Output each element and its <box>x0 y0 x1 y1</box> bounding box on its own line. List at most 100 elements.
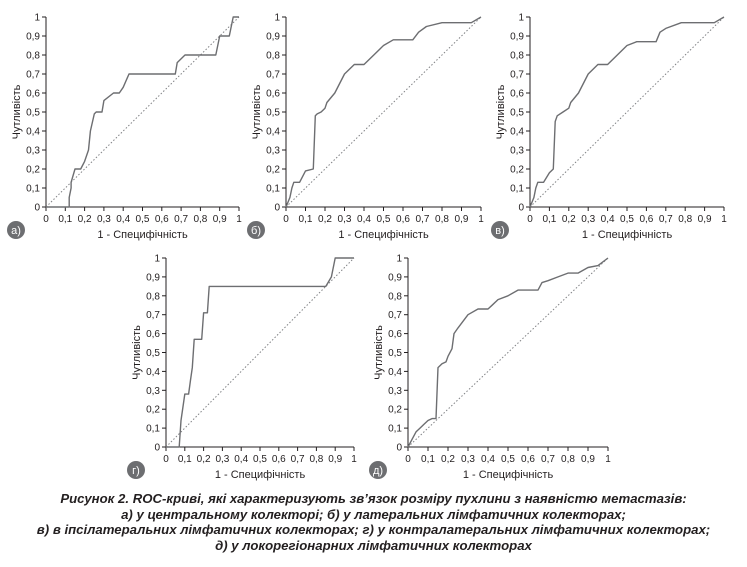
reference-diagonal-line <box>165 257 355 448</box>
y-axis-title: Чутливість <box>131 325 143 380</box>
x-axis-title: 1 - Специфічність <box>582 229 673 241</box>
x-tick-label: 0,5 <box>620 214 634 225</box>
y-tick-label: 0,2 <box>146 405 160 416</box>
y-tick-label: 0,7 <box>146 310 160 321</box>
panel-label-badge <box>369 461 387 479</box>
roc-panel-3: 0 0,1 0,2 0,3 0,4 0,5 0,6 0,7 0,8 0,9 1 0 0,1 0,2 0,3 0… <box>491 13 727 241</box>
panel-label-text: в) <box>495 225 505 237</box>
roc-curve-line <box>166 257 354 448</box>
y-tick-label: 0,1 <box>388 424 402 435</box>
y-tick-label: 0,8 <box>146 291 160 302</box>
y-tick-label: 0,3 <box>26 146 40 157</box>
y-tick-label: 0,3 <box>388 386 402 397</box>
y-tick-label: 0,2 <box>26 165 40 176</box>
x-tick-label: 0,8 <box>435 214 449 225</box>
x-tick-label: 0,7 <box>174 214 188 225</box>
y-tick-label: 0,6 <box>146 329 160 340</box>
y-tick-label: 0,4 <box>388 367 402 378</box>
y-tick-label: 0,9 <box>388 272 402 283</box>
caption-line-3: в) в іпсілатеральних лімфатичних колекто… <box>36 522 711 538</box>
y-tick-label: 1 <box>274 13 280 24</box>
x-tick-label: 0,6 <box>272 454 286 465</box>
y-tick-label: 0,8 <box>388 291 402 302</box>
x-tick-label: 0,3 <box>97 214 111 225</box>
x-tick-label: 0,8 <box>193 214 207 225</box>
x-tick-label: 0,1 <box>299 214 313 225</box>
x-axis-title: 1 - Специфічність <box>463 469 554 481</box>
y-tick-label: 0,1 <box>510 184 524 195</box>
y-tick-label: 1 <box>34 13 40 24</box>
y-tick-label: 0,8 <box>266 51 280 62</box>
caption-line-1: Рисунок 2. ROC-криві, які характеризують… <box>60 491 687 506</box>
roc-panel-4: 0 0,1 0,2 0,3 0,4 0,5 0,6 0,7 0,8 0,9 1 0 0,1 0,2 0,3 0… <box>127 254 357 481</box>
x-tick-label: 0,4 <box>116 214 130 225</box>
panel-label-badge <box>247 221 265 239</box>
x-tick-label: 0,6 <box>639 214 653 225</box>
y-tick-label: 0,4 <box>266 127 280 138</box>
y-tick-label: 0,7 <box>26 70 40 81</box>
x-tick-label: 0,7 <box>659 214 673 225</box>
x-tick-label: 0,3 <box>338 214 352 225</box>
x-tick-label: 0,8 <box>561 454 575 465</box>
x-tick-label: 0 <box>163 454 169 465</box>
x-tick-label: 0,7 <box>416 214 430 225</box>
y-tick-label: 0,6 <box>388 329 402 340</box>
x-tick-label: 0,9 <box>455 214 469 225</box>
caption-line-4: д) у локорегіонарних лімфатичних колекто… <box>215 537 532 553</box>
y-tick-label: 0,6 <box>266 89 280 100</box>
y-axis-title: Чутливість <box>495 84 507 139</box>
x-tick-label: 0,2 <box>78 214 92 225</box>
y-tick-label: 0,1 <box>266 184 280 195</box>
x-tick-label: 0,2 <box>441 454 455 465</box>
y-tick-label: 0 <box>154 443 160 454</box>
y-tick-label: 0 <box>34 203 40 214</box>
y-tick-label: 0,2 <box>266 165 280 176</box>
roc-curve-line <box>285 16 482 208</box>
reference-diagonal-line <box>407 257 609 448</box>
y-tick-label: 0,4 <box>26 127 40 138</box>
y-tick-label: 0,5 <box>146 348 160 359</box>
x-tick-label: 0,8 <box>678 214 692 225</box>
y-tick-label: 0,4 <box>510 127 524 138</box>
x-tick-label: 0,9 <box>698 214 712 225</box>
y-tick-label: 0,3 <box>146 386 160 397</box>
roc-curve-line <box>407 257 609 448</box>
roc-figure: 0 0,1 0,2 0,3 0,4 0,5 0,6 0,7 0,8 0,9 1 0 0,1 0,2 0,3 0… <box>7 13 727 481</box>
y-tick-label: 0 <box>274 203 280 214</box>
figure-caption: Рисунок 2. ROC-криві, які характеризують… <box>0 491 747 553</box>
y-tick-label: 0,1 <box>146 424 160 435</box>
x-tick-label: 0,5 <box>501 454 515 465</box>
y-tick-label: 0,3 <box>266 146 280 157</box>
x-tick-label: 0,1 <box>58 214 72 225</box>
y-axis-title: Чутливість <box>373 325 385 380</box>
x-tick-label: 1 <box>605 454 611 465</box>
x-tick-label: 0,2 <box>562 214 576 225</box>
y-tick-label: 0,5 <box>388 348 402 359</box>
y-tick-label: 0,1 <box>26 184 40 195</box>
x-tick-label: 0,9 <box>213 214 227 225</box>
y-tick-label: 0,5 <box>26 108 40 119</box>
roc-curve-line <box>46 16 239 208</box>
panel-label-text: б) <box>251 225 261 237</box>
x-tick-label: 0 <box>527 214 533 225</box>
roc-curve-line <box>529 16 725 208</box>
x-tick-label: 0,7 <box>541 454 555 465</box>
y-tick-label: 0,6 <box>26 89 40 100</box>
x-tick-label: 0,4 <box>601 214 615 225</box>
x-tick-label: 1 <box>236 214 242 225</box>
y-tick-label: 0,7 <box>510 70 524 81</box>
panel-label-badge <box>7 221 25 239</box>
x-tick-label: 0,9 <box>328 454 342 465</box>
y-axis-title: Чутливість <box>251 84 263 139</box>
x-tick-label: 0 <box>283 214 289 225</box>
x-tick-label: 0,4 <box>357 214 371 225</box>
y-tick-label: 0,5 <box>510 108 524 119</box>
y-tick-label: 0,3 <box>510 146 524 157</box>
panel-label-text: г) <box>132 465 140 477</box>
x-tick-label: 0,3 <box>581 214 595 225</box>
x-tick-label: 1 <box>721 214 727 225</box>
x-tick-label: 0,6 <box>521 454 535 465</box>
x-axis-title: 1 - Специфічність <box>97 229 188 241</box>
x-axis-title: 1 - Специфічність <box>215 469 306 481</box>
y-tick-label: 0,2 <box>388 405 402 416</box>
